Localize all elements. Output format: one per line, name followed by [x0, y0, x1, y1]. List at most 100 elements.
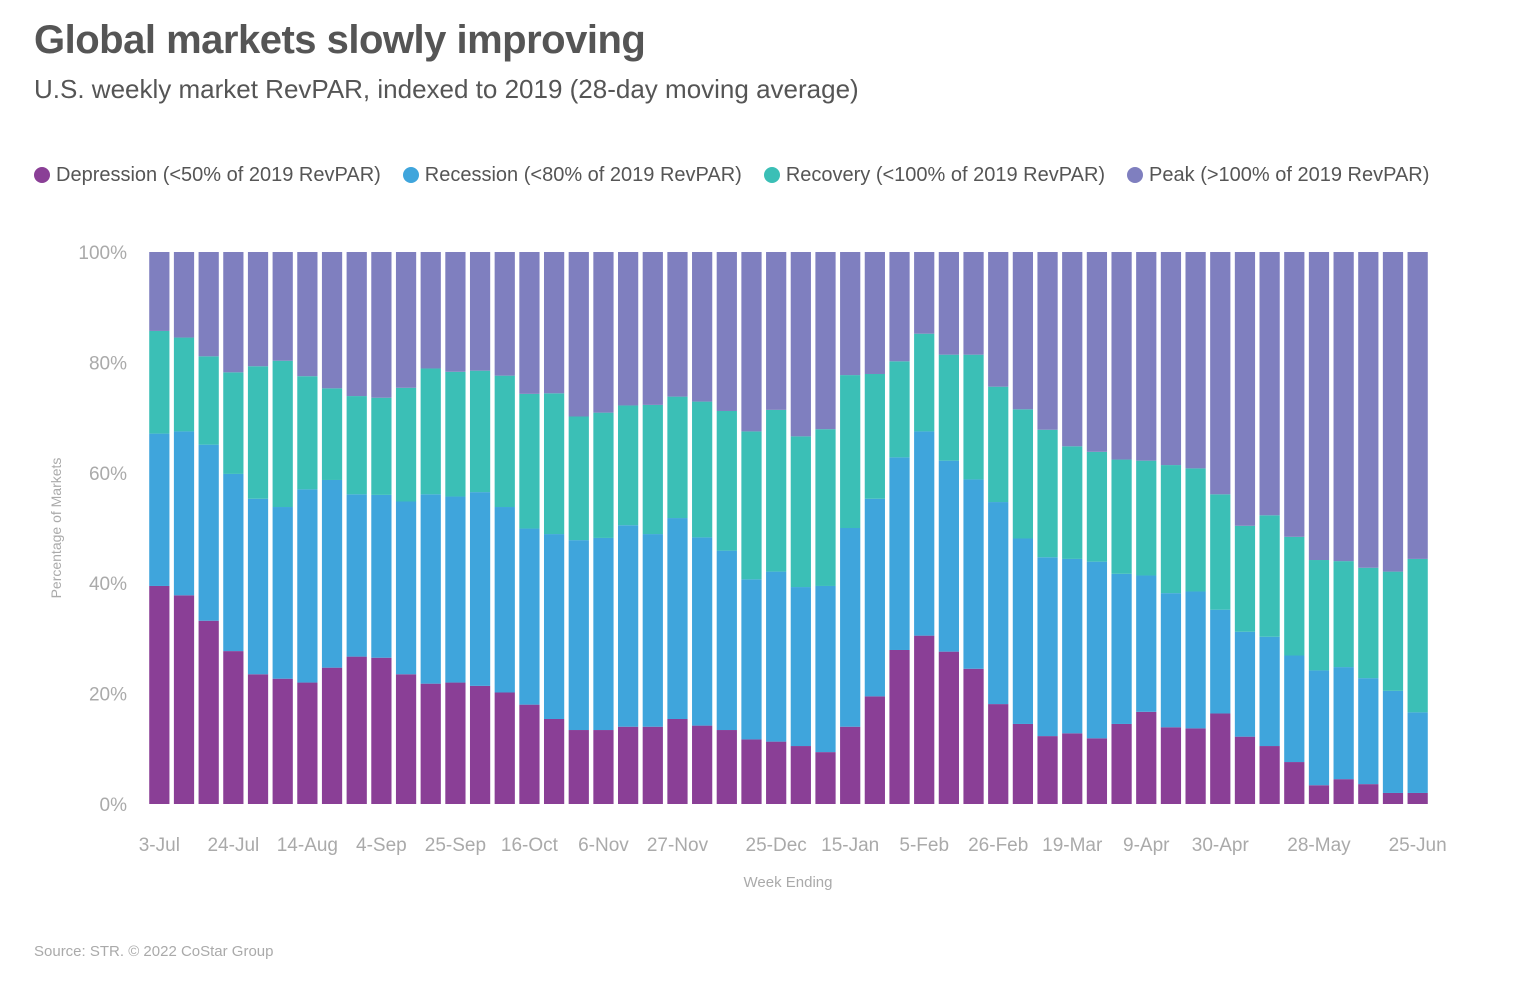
- bar-recovery: [420, 368, 441, 495]
- bar-peak: [445, 252, 466, 372]
- bar-depression: [297, 682, 318, 804]
- bar-depression: [864, 696, 885, 804]
- y-tick-label: 100%: [78, 243, 127, 264]
- bar-recovery: [840, 375, 861, 528]
- bar-peak: [593, 252, 614, 413]
- x-tick-label: 4-Sep: [356, 835, 407, 856]
- bar-depression: [1382, 792, 1404, 804]
- bar-recovery: [1382, 571, 1404, 691]
- bar-depression: [494, 692, 515, 804]
- bar-depression: [889, 649, 910, 804]
- bar-recession: [1037, 557, 1058, 737]
- y-axis-title: Percentage of Markets: [48, 458, 64, 599]
- bar-peak: [1259, 252, 1280, 516]
- bar-depression: [395, 674, 417, 804]
- bar-recovery: [642, 404, 663, 535]
- bar-recovery: [149, 330, 170, 434]
- legend-item-recovery: Recovery (<100% of 2019 RevPAR): [763, 163, 1106, 187]
- bar-recession: [1111, 573, 1132, 724]
- chart-title: Global markets slowly improving: [34, 18, 646, 62]
- bar-recovery: [223, 372, 244, 474]
- bar-depression: [988, 704, 1009, 804]
- bar-peak: [840, 252, 861, 376]
- x-tick-label: 14-Aug: [277, 835, 338, 856]
- bar-recession: [1333, 667, 1354, 780]
- bar-recovery: [1259, 515, 1280, 637]
- bar-recovery: [1358, 567, 1379, 679]
- bar-recovery: [1308, 560, 1330, 671]
- y-tick-label: 80%: [89, 353, 127, 374]
- bar-recovery: [766, 409, 787, 572]
- bar-depression: [568, 730, 589, 804]
- x-tick-label: 26-Feb: [968, 835, 1028, 856]
- bar-depression: [593, 730, 614, 804]
- bar-peak: [1086, 252, 1108, 452]
- bar-depression: [321, 667, 343, 804]
- bar-recession: [938, 460, 959, 652]
- bar-recession: [272, 507, 293, 679]
- bar-peak: [198, 252, 219, 357]
- bar-recovery: [469, 370, 491, 493]
- bar-peak: [469, 252, 491, 371]
- bar-depression: [173, 595, 195, 804]
- bar-peak: [1308, 252, 1330, 561]
- x-tick-label: 28-May: [1287, 835, 1351, 856]
- bar-peak: [1284, 252, 1305, 537]
- bar-depression: [914, 635, 935, 804]
- bar-recovery: [593, 412, 614, 538]
- bar-recovery: [395, 387, 417, 502]
- bar-depression: [1062, 733, 1083, 804]
- legend-swatch-peak: [1127, 167, 1144, 183]
- bar-recession: [1012, 538, 1034, 724]
- bar-depression: [1234, 736, 1256, 804]
- bar-recession: [618, 525, 639, 727]
- bar-recession: [741, 579, 762, 740]
- bar-recovery: [519, 393, 540, 529]
- bar-peak: [1136, 252, 1157, 461]
- bar-recovery: [988, 386, 1009, 503]
- bar-recession: [198, 444, 219, 621]
- bar-recession: [247, 498, 269, 675]
- bar-depression: [642, 726, 663, 804]
- bar-depression: [469, 685, 491, 804]
- bar-recovery: [963, 354, 984, 480]
- bar-recovery: [272, 360, 293, 508]
- bar-recovery: [914, 333, 935, 432]
- bar-peak: [420, 252, 441, 369]
- bar-depression: [963, 668, 984, 804]
- bar-peak: [321, 252, 343, 389]
- bar-recovery: [1136, 460, 1157, 576]
- bar-peak: [494, 252, 515, 376]
- bar-peak: [223, 252, 244, 373]
- bar-depression: [223, 651, 244, 804]
- bar-depression: [1012, 723, 1034, 804]
- legend-swatch-recession: [402, 167, 419, 183]
- bar-peak: [716, 252, 737, 411]
- bar-recovery: [815, 429, 836, 586]
- legend-label-recovery: Recovery (<100% of 2019 RevPAR): [785, 163, 1106, 186]
- bar-peak: [914, 252, 935, 334]
- bar-recession: [1259, 636, 1280, 747]
- legend-label-recession: Recession (<80% of 2019 RevPAR): [424, 163, 742, 186]
- bar-recession: [988, 502, 1009, 705]
- bar-depression: [1136, 711, 1157, 804]
- bar-recession: [1284, 655, 1305, 763]
- bar-recovery: [618, 405, 639, 526]
- bar-depression: [815, 752, 836, 804]
- x-axis-title: Week Ending: [744, 874, 833, 891]
- bar-recovery: [1210, 494, 1231, 610]
- bar-depression: [371, 657, 392, 804]
- bar-depression: [1407, 792, 1428, 804]
- bar-recession: [889, 457, 910, 650]
- bar-recovery: [938, 354, 959, 461]
- bar-peak: [247, 252, 269, 367]
- bar-recovery: [1185, 468, 1206, 592]
- bar-peak: [519, 252, 540, 394]
- bar-peak: [988, 252, 1009, 387]
- bar-recession: [1062, 558, 1083, 734]
- bar-recession: [766, 571, 787, 742]
- bar-peak: [741, 252, 762, 432]
- legend-item-recession: Recession (<80% of 2019 RevPAR): [402, 163, 742, 187]
- bar-recession: [568, 540, 589, 731]
- bar-depression: [1284, 762, 1305, 804]
